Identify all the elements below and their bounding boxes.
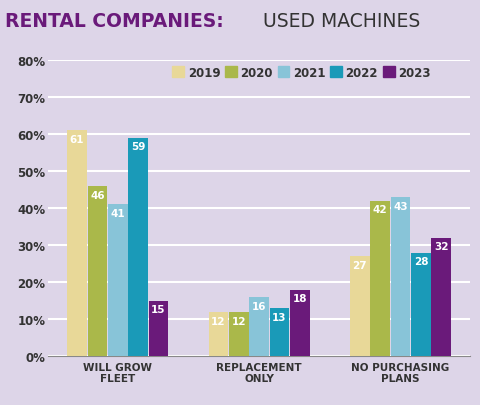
Text: 16: 16 [252, 301, 266, 311]
Bar [87, 186, 108, 356]
Text: 15: 15 [151, 305, 166, 315]
Text: 18: 18 [293, 294, 307, 304]
Text: 43: 43 [393, 201, 408, 211]
Text: RENTAL COMPANIES:: RENTAL COMPANIES: [5, 12, 224, 31]
Text: 27: 27 [353, 260, 367, 270]
Bar [229, 312, 249, 356]
Bar [411, 253, 431, 356]
Bar [149, 301, 168, 356]
Text: 41: 41 [110, 209, 125, 219]
Text: USED MACHINES: USED MACHINES [257, 12, 420, 31]
Bar [270, 308, 289, 356]
Text: 12: 12 [231, 316, 246, 326]
Text: 12: 12 [211, 316, 226, 326]
Bar [290, 290, 310, 356]
Bar [391, 198, 410, 356]
Text: 61: 61 [70, 134, 84, 145]
Text: 28: 28 [414, 257, 428, 266]
Bar [108, 205, 128, 356]
Bar [371, 201, 390, 356]
Bar [128, 139, 148, 356]
Text: 13: 13 [272, 312, 287, 322]
Text: 59: 59 [131, 142, 145, 152]
Bar [350, 257, 370, 356]
Legend: 2019, 2020, 2021, 2022, 2023: 2019, 2020, 2021, 2022, 2023 [172, 67, 431, 80]
Bar [432, 238, 451, 356]
Bar [209, 312, 228, 356]
Bar [249, 297, 269, 356]
Bar [67, 131, 87, 356]
Text: 32: 32 [434, 242, 449, 252]
Text: 46: 46 [90, 190, 105, 200]
Text: 42: 42 [373, 205, 387, 215]
